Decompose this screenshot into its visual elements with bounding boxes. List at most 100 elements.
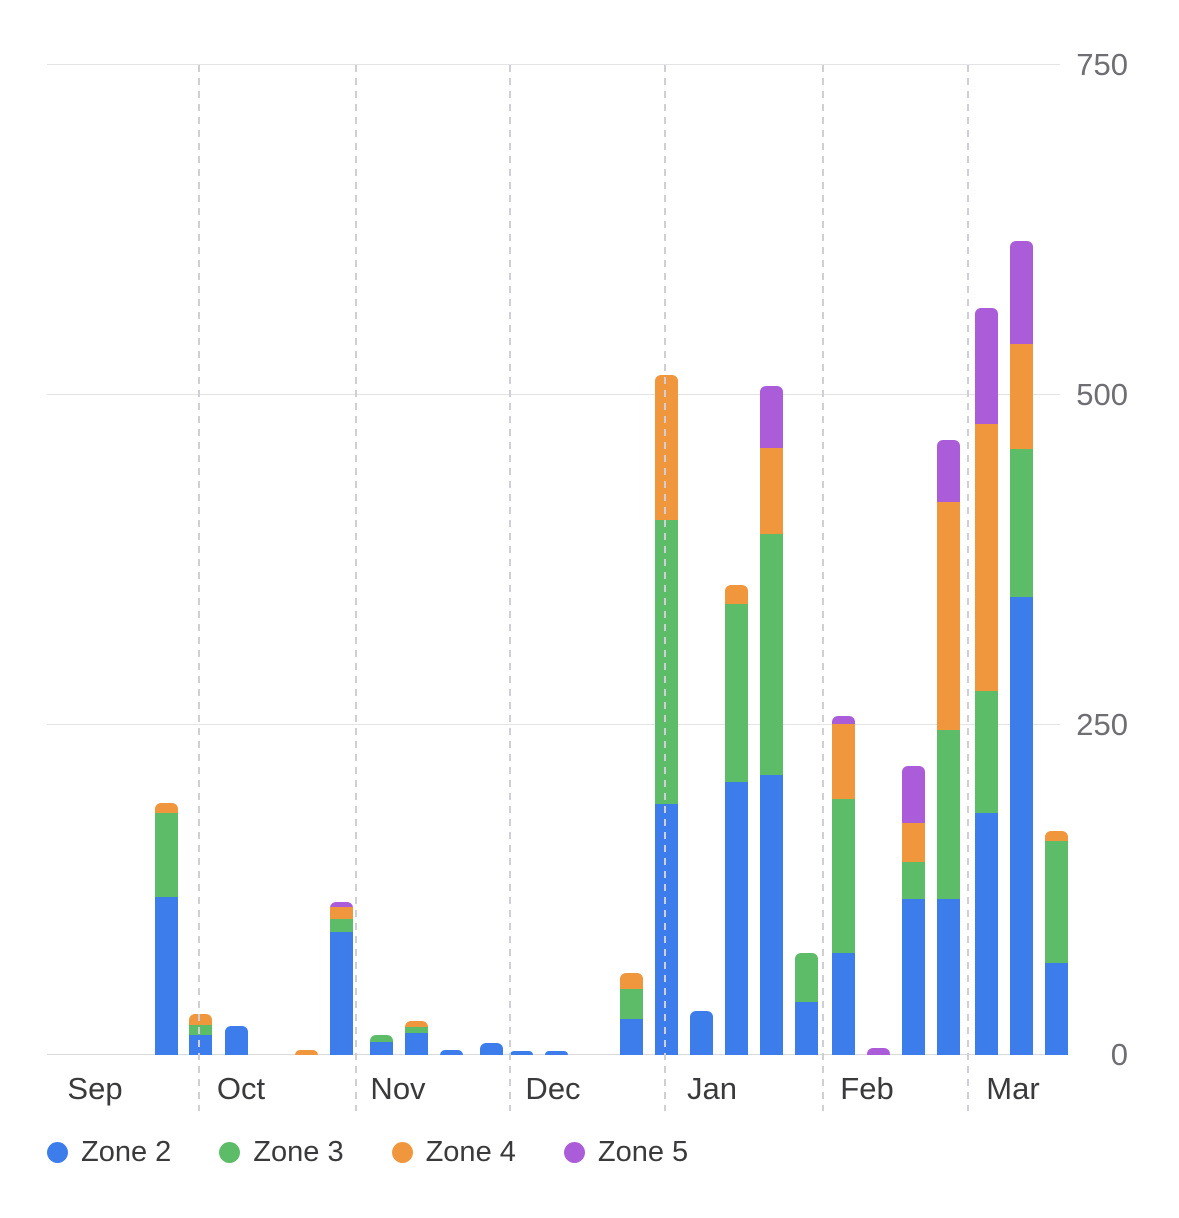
- bar-week-19[interactable]: [866, 1048, 890, 1055]
- bar-segment-zone-4: [724, 585, 748, 604]
- bar-segment-zone-3: [724, 603, 748, 782]
- bar-segment-zone-2: [759, 775, 783, 1055]
- bar-segment-zone-5: [1009, 240, 1033, 344]
- bar-segment-zone-2: [831, 953, 855, 1055]
- bar-week-21[interactable]: [936, 439, 960, 1055]
- x-tick-label-oct: Oct: [216, 1071, 266, 1106]
- bar-segment-zone-4: [1044, 830, 1068, 842]
- bar-segment-zone-3: [329, 919, 353, 933]
- x-tick-label-nov: Nov: [370, 1071, 426, 1106]
- month-divider-1: [198, 65, 200, 1111]
- chart-legend: Zone 2 Zone 3 Zone 4 Zone 5: [47, 1129, 688, 1175]
- bar-segment-zone-2: [544, 1051, 568, 1055]
- bar-segment-zone-3: [794, 953, 818, 1003]
- x-tick-label-dec: Dec: [525, 1071, 581, 1106]
- bar-week-15[interactable]: [724, 585, 748, 1055]
- bar-segment-zone-3: [1044, 841, 1068, 963]
- bar-segment-zone-2: [154, 896, 178, 1055]
- month-divider-5: [822, 65, 824, 1111]
- y-tick-label-0: 0: [1110, 1037, 1128, 1072]
- bar-week-8[interactable]: [439, 1049, 463, 1055]
- bar-segment-zone-2: [936, 899, 960, 1055]
- bar-segment-zone-3: [654, 520, 678, 805]
- legend-item-zone-4[interactable]: Zone 4: [391, 1135, 516, 1169]
- bar-week-6[interactable]: [369, 1035, 393, 1055]
- bar-segment-zone-3: [974, 690, 998, 814]
- bar-segment-zone-3: [936, 730, 960, 900]
- bar-segment-zone-3: [759, 533, 783, 776]
- y-gridline-250: [47, 724, 1060, 725]
- bar-segment-zone-2: [224, 1025, 248, 1055]
- bar-week-17[interactable]: [794, 953, 818, 1055]
- bar-week-22[interactable]: [974, 307, 998, 1055]
- legend-dot-zone-4: [391, 1141, 413, 1163]
- bar-week-10[interactable]: [509, 1051, 533, 1055]
- bar-week-14[interactable]: [689, 1011, 713, 1055]
- legend-label-zone-3: Zone 3: [253, 1136, 344, 1168]
- bar-segment-zone-5: [329, 901, 353, 908]
- bar-segment-zone-2: [479, 1043, 503, 1055]
- bar-segment-zone-4: [936, 501, 960, 731]
- bar-segment-zone-4: [1009, 343, 1033, 450]
- bar-week-24[interactable]: [1044, 830, 1068, 1055]
- bar-segment-zone-3: [619, 989, 643, 1020]
- bar-segment-zone-3: [154, 813, 178, 897]
- month-divider-3: [509, 65, 511, 1111]
- x-tick-label-sep: Sep: [67, 1071, 123, 1106]
- x-tick-label-feb: Feb: [840, 1071, 894, 1106]
- bar-week-5[interactable]: [329, 901, 353, 1055]
- bar-week-23[interactable]: [1009, 240, 1033, 1055]
- legend-label-zone-2: Zone 2: [81, 1136, 172, 1168]
- x-tick-label-mar: Mar: [986, 1071, 1040, 1106]
- month-divider-6: [967, 65, 969, 1111]
- bar-segment-zone-3: [831, 798, 855, 954]
- bar-week-1[interactable]: [154, 802, 178, 1055]
- bar-week-12[interactable]: [619, 973, 643, 1055]
- bar-week-13[interactable]: [654, 375, 678, 1055]
- chart-plot-area: [47, 64, 1068, 1055]
- bar-segment-zone-5: [936, 439, 960, 502]
- bar-segment-zone-4: [654, 375, 678, 521]
- bar-segment-zone-4: [901, 822, 925, 863]
- y-gridline-500: [47, 394, 1060, 395]
- bar-segment-zone-4: [294, 1049, 318, 1055]
- bar-segment-zone-2: [1009, 596, 1033, 1055]
- legend-label-zone-4: Zone 4: [425, 1136, 516, 1168]
- bar-week-4[interactable]: [294, 1049, 318, 1055]
- bar-segment-zone-2: [404, 1032, 428, 1055]
- bar-week-9[interactable]: [479, 1043, 503, 1055]
- bar-week-16[interactable]: [759, 385, 783, 1055]
- y-tick-label-250: 250: [1076, 707, 1128, 742]
- bar-segment-zone-4: [329, 907, 353, 920]
- bar-segment-zone-2: [1044, 962, 1068, 1055]
- bar-segment-zone-2: [901, 899, 925, 1055]
- bar-segment-zone-2: [369, 1041, 393, 1055]
- legend-item-zone-5[interactable]: Zone 5: [563, 1135, 688, 1169]
- legend-item-zone-2[interactable]: Zone 2: [47, 1135, 171, 1169]
- bar-segment-zone-4: [831, 723, 855, 799]
- legend-item-zone-3[interactable]: Zone 3: [219, 1135, 344, 1169]
- bar-segment-zone-2: [188, 1035, 212, 1055]
- bar-week-20[interactable]: [901, 765, 925, 1055]
- bar-week-11[interactable]: [544, 1051, 568, 1055]
- bar-segment-zone-4: [154, 802, 178, 814]
- bar-segment-zone-2: [619, 1019, 643, 1055]
- bar-segment-zone-3: [901, 862, 925, 900]
- month-divider-4: [664, 65, 666, 1111]
- bar-segment-zone-5: [759, 385, 783, 448]
- bar-segment-zone-4: [188, 1014, 212, 1025]
- bar-week-3[interactable]: [224, 1025, 248, 1055]
- bar-segment-zone-3: [188, 1024, 212, 1036]
- bar-week-18[interactable]: [831, 715, 855, 1055]
- bar-segment-zone-2: [329, 932, 353, 1055]
- bar-segment-zone-4: [974, 424, 998, 691]
- legend-dot-zone-3: [219, 1141, 241, 1163]
- bar-segment-zone-5: [831, 715, 855, 724]
- bar-week-7[interactable]: [404, 1020, 428, 1055]
- y-tick-label-500: 500: [1076, 377, 1128, 412]
- bar-segment-zone-3: [1009, 449, 1033, 597]
- legend-dot-zone-2: [47, 1141, 68, 1163]
- y-tick-label-750: 750: [1076, 47, 1128, 82]
- bar-week-2[interactable]: [188, 1014, 212, 1055]
